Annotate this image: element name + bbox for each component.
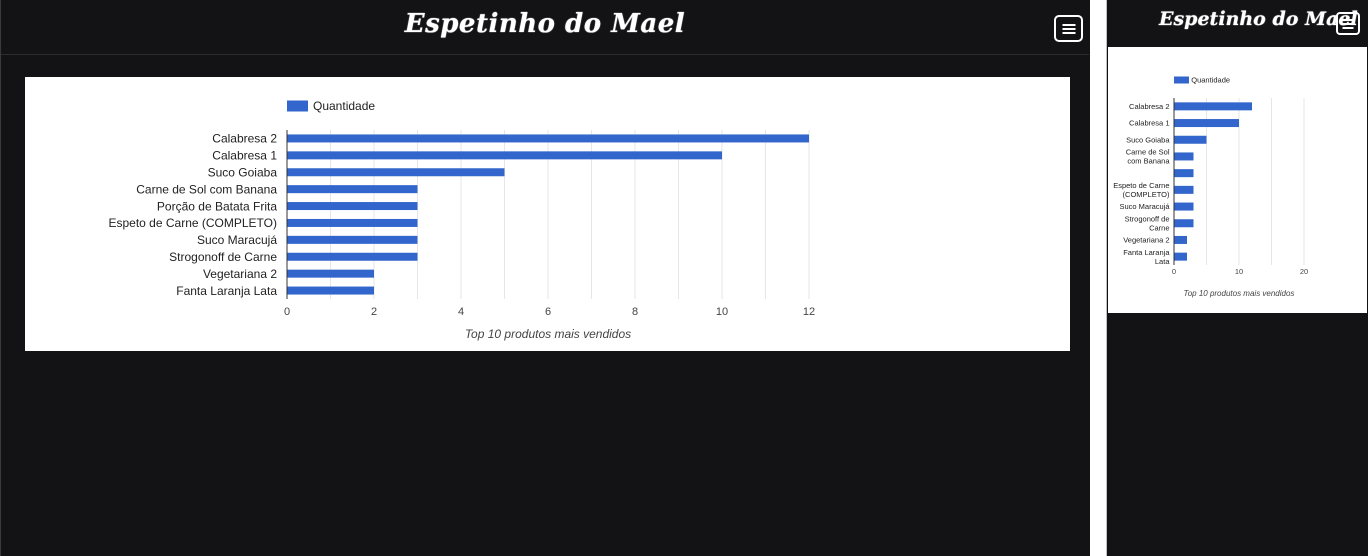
- header: Espetinho do Mael: [1, 0, 1089, 55]
- category-label: Fanta Laranja Lata: [176, 284, 277, 298]
- bar: [287, 252, 418, 261]
- desktop-view: Espetinho do Mael Calabresa 2 Calabresa 1…: [0, 0, 1090, 556]
- sales-bar-chart: Calabresa 2 Calabresa 1 Suco Goiaba Carne d…: [108, 99, 815, 341]
- bar: [1174, 119, 1239, 128]
- bar: [1174, 202, 1194, 211]
- chart-card: Calabresa 2 Calabresa 1 Suco Goiaba Carne d…: [25, 77, 1070, 351]
- legend-label: Quantidade: [1191, 76, 1230, 85]
- category-label: Espeto de Carne: [1113, 181, 1169, 190]
- tick-label: 6: [545, 306, 551, 318]
- category-label: Suco Goiaba: [1126, 135, 1170, 144]
- menu-button[interactable]: [1054, 15, 1083, 42]
- bar: [1174, 235, 1187, 244]
- tick-label: 0: [284, 306, 290, 318]
- tick-label: 20: [1300, 267, 1308, 276]
- hamburger-menu-icon-line: [1342, 27, 1354, 29]
- bar: [287, 168, 505, 177]
- legend-label: Quantidade: [313, 99, 375, 113]
- category-label: Calabresa 2: [212, 132, 277, 146]
- category-label: (COMPLETO): [1123, 190, 1170, 199]
- bar: [287, 202, 418, 211]
- tick-label: 4: [458, 306, 464, 318]
- category-label: Vegetariana 2: [1123, 236, 1169, 245]
- category-label: Calabresa 2: [1129, 102, 1169, 111]
- hamburger-menu-icon: [1062, 24, 1075, 26]
- bar: [287, 286, 374, 295]
- bar: [1174, 102, 1252, 111]
- category-label: Suco Maracujá: [1119, 202, 1170, 211]
- brand-title[interactable]: Espetinho do Mael: [404, 9, 686, 39]
- category-label: Strogonoff de: [1125, 214, 1170, 223]
- bar: [1174, 252, 1187, 261]
- category-label: Calabresa 1: [1129, 119, 1169, 128]
- bar: [287, 218, 418, 227]
- tick-label: 10: [1235, 267, 1243, 276]
- category-label: Lata: [1155, 257, 1170, 266]
- bar: [1174, 169, 1194, 178]
- tick-label: 0: [1172, 267, 1176, 276]
- category-label: Suco Maracujá: [197, 233, 277, 247]
- bar: [287, 235, 418, 244]
- category-label: Carne de Sol: [1126, 148, 1170, 157]
- hamburger-menu-icon-line: [1342, 23, 1354, 25]
- tick-label: 10: [716, 306, 728, 318]
- category-label: com Banana: [1127, 157, 1170, 166]
- hamburger-menu-icon-line: [1062, 28, 1075, 30]
- bar: [1174, 152, 1194, 161]
- chart-caption: Top 10 produtos mais vendidos: [1184, 289, 1295, 298]
- category-label: Espeto de Carne (COMPLETO): [108, 216, 277, 230]
- legend-swatch: [287, 100, 308, 112]
- tick-label: 2: [371, 306, 377, 318]
- sales-bar-chart-mobile: Calabresa 2 Calabresa 1 Suco Goiaba Carne d…: [1113, 76, 1308, 298]
- hamburger-menu-icon: [1342, 19, 1354, 21]
- hamburger-menu-icon-line: [1062, 32, 1075, 34]
- legend-swatch: [1174, 76, 1189, 84]
- category-label: Porção de Batata Frita: [157, 199, 277, 213]
- category-label: Vegetariana 2: [203, 267, 277, 281]
- bar: [1174, 135, 1207, 144]
- category-label: Carne: [1149, 223, 1169, 232]
- mobile-view: Espetinho do Mael Calabresa 2 Calabresa 1…: [1106, 0, 1368, 556]
- bar: [287, 151, 722, 160]
- category-label: Carne de Sol com Banana: [136, 182, 277, 196]
- bar: [287, 269, 374, 278]
- menu-button-mobile[interactable]: [1336, 12, 1360, 35]
- category-label: Fanta Laranja: [1123, 248, 1170, 257]
- category-label: Calabresa 1: [212, 149, 277, 163]
- bar: [287, 185, 418, 194]
- chart-caption: Top 10 produtos mais vendidos: [465, 327, 631, 341]
- bar: [1174, 185, 1194, 194]
- tick-label: 8: [632, 306, 638, 318]
- tick-label: 12: [803, 306, 815, 318]
- category-label: Strogonoff de Carne: [169, 250, 277, 264]
- chart-card-mobile: Calabresa 2 Calabresa 1 Suco Goiaba Carne d…: [1108, 47, 1367, 313]
- brand-title-mobile[interactable]: Espetinho do Mael: [1159, 8, 1358, 30]
- bar: [1174, 219, 1194, 228]
- category-label: Suco Goiaba: [208, 165, 278, 179]
- bar: [287, 134, 809, 143]
